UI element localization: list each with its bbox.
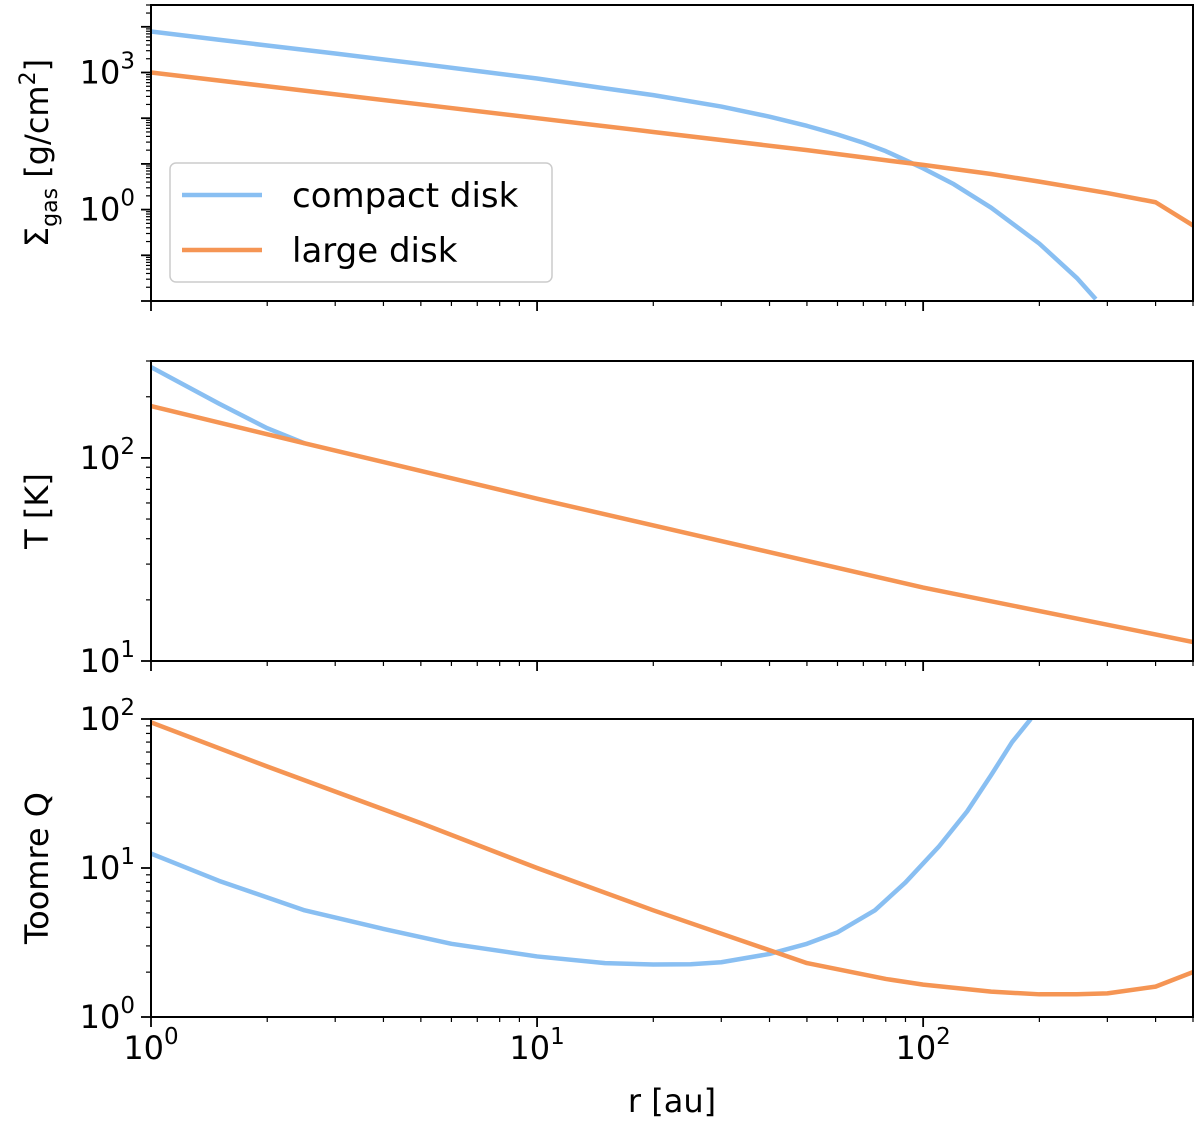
x-tick-label: 102	[895, 1024, 950, 1067]
panel-temperature: 101 102 T [K]	[18, 360, 1194, 680]
legend: compact disk large disk	[169, 162, 553, 283]
series-group	[151, 29, 1193, 301]
x-tick-label: 100	[123, 1024, 178, 1067]
y-tick-label: 101	[80, 637, 135, 680]
series-group	[151, 719, 1193, 997]
y-tick-label: 101	[80, 844, 135, 887]
y-axis-label: Toomre Q	[18, 792, 56, 945]
series-line-large-disk	[151, 720, 1193, 997]
legend-label: large disk	[292, 231, 458, 271]
legend-box	[169, 162, 553, 283]
series-line-compact-disk	[151, 29, 1098, 301]
series-line-large-disk	[151, 70, 1193, 228]
y-axis-label: Σgas [g/cm2]	[16, 59, 63, 247]
x-axis-label: r [au]	[628, 1082, 716, 1120]
y-tick-label: 102	[80, 695, 135, 738]
y-tick-label: 100	[80, 993, 135, 1036]
y-axis-label: T [K]	[18, 473, 56, 550]
panel-toomre: 100 101 102 100 101 102 Toomre Q r [au]	[18, 695, 1194, 1120]
axes-frame	[150, 4, 1194, 302]
series-line-compact-disk	[151, 719, 1033, 967]
x-tick-label: 101	[509, 1024, 564, 1067]
axes-frame	[150, 360, 1194, 662]
y-tick-label: 100	[80, 186, 135, 229]
y-tick-label: 102	[80, 434, 135, 477]
legend-label: compact disk	[292, 176, 519, 216]
series-group	[151, 365, 1193, 645]
series-line-compact-disk	[151, 365, 306, 446]
panel-sigma: 100 103 Σgas [g/cm2] compact disk large disk	[16, 4, 1194, 311]
axes-frame	[150, 718, 1194, 1018]
series-line-large-disk	[151, 403, 1193, 645]
y-tick-label: 103	[80, 49, 135, 92]
